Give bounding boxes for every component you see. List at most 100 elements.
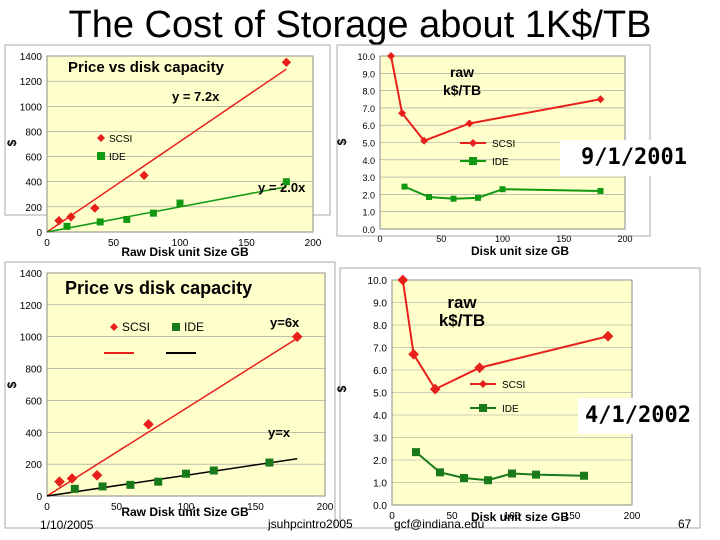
y-axis-label-0: $ [5, 139, 19, 146]
fit-label-2-1: y=x [268, 425, 291, 440]
legend-label-3-0: SCSI [502, 380, 525, 391]
ide-point-1-1 [426, 193, 432, 200]
x-axis-label-0: Raw Disk unit Size GB [121, 245, 249, 259]
fit-line-0-0 [46, 68, 287, 233]
scsi-point-0-1 [66, 212, 76, 222]
y-tick-label-3-10: 10.0 [368, 276, 388, 287]
x-tick-label-2-4: 200 [317, 502, 334, 513]
y-tick-label-3-1: 1.0 [373, 479, 387, 490]
fit-label-0-1: y = 2.0x [258, 180, 306, 195]
scsi-point-2-4 [291, 331, 303, 343]
ide-point-2-3 [154, 477, 163, 486]
y-tick-label-1-10: 10.0 [357, 52, 375, 62]
legend-marker-2-0 [110, 323, 118, 331]
y-tick-label-0-6: 1200 [20, 77, 43, 88]
y-tick-label-1-7: 7.0 [362, 104, 375, 114]
fit-label-2-0: y=6x [270, 315, 300, 330]
y-tick-label-0-3: 600 [25, 153, 42, 164]
scsi-point-1-3 [465, 119, 474, 128]
y-tick-label-3-3: 3.0 [373, 434, 387, 445]
y-tick-label-3-7: 7.0 [373, 344, 387, 355]
y-tick-label-1-9: 9.0 [362, 69, 375, 79]
x-tick-label-3-0: 0 [389, 511, 395, 522]
chart-title-line1-3: raw [447, 293, 477, 312]
ide-point-2-0 [70, 484, 79, 493]
ide-point-0-2 [123, 215, 131, 223]
y-tick-label-1-8: 8.0 [362, 87, 375, 97]
date-stamp-2001: 9/1/2001 [560, 140, 708, 176]
footer-date: 1/10/2005 [40, 518, 94, 532]
ide-point-1-4 [499, 186, 506, 193]
y-tick-label-2-3: 600 [25, 396, 42, 407]
scsi-point-2-0 [54, 476, 65, 487]
ide-point-0-1 [96, 218, 104, 226]
y-tick-label-2-5: 1000 [20, 333, 43, 344]
fit-line-0-1 [46, 186, 287, 233]
y-tick-label-3-6: 6.0 [373, 366, 387, 377]
scsi-point-0-3 [139, 170, 149, 181]
scsi-point-3-1 [408, 348, 419, 360]
x-axis-label-3: Disk unit size GB [471, 510, 569, 524]
chart-title-line2-3: k$/TB [439, 311, 485, 330]
y-tick-label-2-7: 1400 [20, 269, 43, 280]
y-tick-label-3-8: 8.0 [373, 321, 387, 332]
scsi-point-0-4 [281, 57, 292, 67]
fit-line-2-1 [46, 457, 298, 497]
scsi-point-2-1 [66, 473, 78, 484]
x-tick-label-3-4: 200 [624, 511, 641, 522]
fit-line-2-0 [46, 337, 298, 497]
legend-marker-3-0 [479, 380, 487, 388]
y-axis-label-2: $ [5, 381, 19, 388]
legend-marker-1-0 [469, 139, 477, 147]
ide-point-3-6 [580, 471, 588, 480]
legend-marker-2-1 [172, 323, 180, 331]
ide-point-1-3 [475, 194, 481, 201]
x-tick-label-3-1: 50 [446, 511, 458, 522]
ide-point-2-1 [98, 482, 107, 491]
ide-point-3-0 [412, 448, 420, 457]
legend-marker-1-1 [469, 157, 477, 165]
x-tick-label-1-1: 50 [436, 234, 446, 244]
y-tick-label-3-2: 2.0 [373, 456, 387, 467]
y-tick-label-2-0: 0 [36, 492, 42, 503]
y-tick-label-3-4: 4.0 [373, 411, 387, 422]
ide-point-3-3 [484, 476, 492, 485]
scsi-point-1-1 [398, 109, 407, 118]
ide-point-2-4 [182, 469, 190, 478]
ide-point-2-2 [126, 480, 135, 489]
scsi-point-3-0 [397, 274, 409, 286]
x-tick-label-0-2: 100 [172, 238, 189, 249]
y-tick-label-3-9: 9.0 [373, 299, 387, 310]
y-tick-label-0-4: 800 [25, 127, 42, 138]
legend-marker-3-1 [479, 404, 487, 412]
legend-marker-0-1 [97, 152, 105, 160]
x-tick-label-0-4: 200 [305, 238, 322, 249]
chart-title-line1-1: raw [450, 64, 474, 80]
ide-point-0-5 [282, 178, 290, 186]
y-tick-label-1-2: 2.0 [362, 190, 375, 200]
legend-marker-0-0 [97, 134, 105, 142]
series-line-1-1 [404, 185, 601, 200]
scsi-point-1-2 [420, 136, 429, 145]
ide-point-3-5 [532, 470, 540, 479]
y-tick-label-3-5: 5.0 [373, 389, 387, 400]
x-axis-label-2: Raw Disk unit Size GB [121, 505, 249, 519]
legend-label-3-1: IDE [502, 404, 519, 415]
y-tick-label-0-7: 1400 [20, 52, 43, 63]
ide-point-2-6 [265, 458, 274, 467]
x-tick-label-2-2: 100 [178, 502, 195, 513]
x-tick-label-2-3: 150 [247, 502, 264, 513]
y-tick-label-0-1: 200 [25, 203, 42, 214]
x-tick-label-2-1: 50 [111, 502, 123, 513]
scsi-point-3-2 [429, 383, 441, 395]
x-tick-label-2-0: 0 [44, 502, 50, 513]
ide-point-0-4 [176, 199, 184, 207]
footer-page-number: 67 [678, 517, 692, 531]
y-tick-label-1-1: 1.0 [362, 208, 375, 218]
x-tick-label-3-2: 100 [504, 511, 521, 522]
chart-title-line2-1: k$/TB [443, 82, 481, 98]
date-stamp-2002: 4/1/2002 [578, 398, 698, 434]
y-tick-label-0-0: 0 [36, 228, 42, 239]
y-tick-label-1-6: 6.0 [362, 121, 375, 131]
